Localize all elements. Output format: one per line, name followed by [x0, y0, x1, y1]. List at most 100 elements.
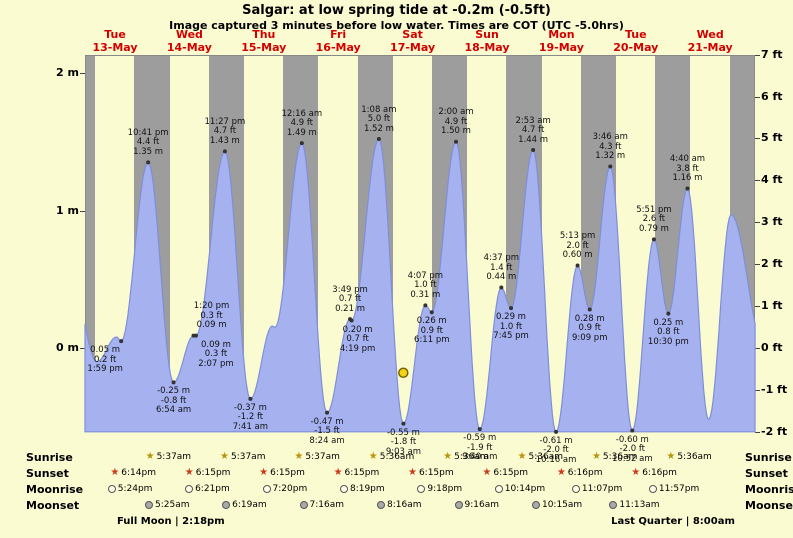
sunrise-time: 5:36am [602, 452, 638, 462]
y-axis-left-tick [80, 210, 85, 212]
tide-annotation-low: 0.28 m 0.9 ft 9:09 pm [572, 313, 608, 343]
y-axis-left-tick [80, 73, 85, 74]
moonset-circle-icon [454, 501, 463, 509]
tide-extreme-dot [423, 303, 428, 308]
sunrise-star-icon: ★ [666, 451, 676, 462]
tide-annotation-low: -0.61 m -2.0 ft 10:16 am [535, 435, 577, 465]
sunrise-marker: ★ 5:37am [146, 451, 191, 463]
y-axis-right-label: -2 ft [761, 424, 788, 438]
moonrise-time: 7:20pm [272, 484, 308, 494]
tide-annotation-high: 2:00 am 4.9 ft 1.50 m [438, 107, 474, 137]
night-band [506, 55, 542, 432]
sunrise-time: 5:37am [156, 452, 192, 462]
night-band [655, 55, 691, 432]
y-axis-right-tick [755, 180, 760, 182]
sunrise-time: 5:36am [379, 452, 415, 462]
y-axis-right-label: 3 ft [761, 215, 783, 229]
moonrise-circle-icon [571, 485, 580, 493]
moonset-circle-icon [222, 501, 231, 509]
sunset-marker: ★ 6:15pm [334, 467, 380, 479]
tide-annotation-high: 10:41 pm 4.4 ft 1.35 m [127, 127, 169, 157]
moonrise-circle-icon [262, 485, 271, 493]
moonset-circle-icon [299, 501, 308, 509]
moon-phase-note: Last Quarter | 8:00am [611, 516, 735, 527]
day-header: Sat 17-May [390, 28, 436, 54]
night-band [208, 55, 244, 432]
moonrise-time: 8:19pm [349, 484, 385, 494]
moonrise-time: 9:18pm [427, 484, 463, 494]
moonset-circle-icon [609, 501, 618, 509]
sunset-marker: ★ 6:15pm [259, 467, 305, 479]
moonrise-marker: 9:18pm [417, 483, 462, 495]
moonrise-time: 10:14pm [504, 484, 546, 494]
tide-annotation-low: 0.25 m 0.8 ft 10:30 pm [647, 317, 689, 347]
sunset-time: 6:16pm [642, 468, 677, 478]
tide-extreme-dot [477, 427, 482, 432]
y-axis-right-label: 2 ft [761, 257, 783, 271]
sunset-time: 6:15pm [270, 468, 305, 478]
moonset-marker: 6:19am [222, 499, 267, 511]
sunrise-time: 5:36am [528, 452, 564, 462]
tide-annotation-low: -0.59 m -1.9 ft 9:40 am [462, 433, 498, 463]
chart-title: Salgar: at low spring tide at -0.2m (-0.… [242, 3, 551, 18]
tide-annotation-low: -0.55 m -1.8 ft 9:03 am [385, 427, 422, 457]
y-axis-right-label: 0 ft [761, 341, 783, 354]
tide-annotation-high: 1:20 pm 0.3 ft 0.09 m [193, 301, 230, 331]
y-axis-left-label: 0 m [56, 341, 79, 354]
sunset-star-icon: ★ [556, 467, 566, 478]
moonset-marker: 7:16am [299, 499, 344, 511]
moonrise-marker: 10:14pm [494, 483, 546, 495]
tide-annotation-high: 4:40 am 3.8 ft 1.16 m [669, 154, 706, 183]
moonrise-circle-icon [339, 485, 348, 493]
day-header: Fri 16-May [315, 28, 361, 54]
tide-annotation-low: -0.25 m -0.8 ft 6:54 am [155, 386, 192, 416]
y-axis-right-tick [755, 54, 760, 56]
tide-extreme-dot [348, 317, 353, 322]
moonrise-circle-icon [185, 485, 194, 493]
sunset-star-icon: ★ [110, 467, 120, 478]
y-axis-left-label: 2 m [56, 66, 79, 79]
tide-extreme-dot [575, 263, 580, 268]
astro-row-label-right-sunset: Sunset [745, 467, 788, 480]
sunset-star-icon: ★ [482, 467, 492, 478]
tide-annotation-low: 0.09 m 0.3 ft 2:07 pm [198, 339, 234, 369]
moonset-time: 10:15am [541, 500, 583, 510]
y-axis-right-tick [755, 264, 760, 266]
tide-annotation-low: -0.60 m -2.0 ft 10:52 am [611, 434, 653, 464]
sunset-time: 6:14pm [121, 468, 156, 478]
chart-subtitle: Image captured 3 minutes before low wate… [169, 19, 624, 32]
moonset-marker: 9:16am [454, 499, 499, 511]
tide-annotation-high: 1:08 am 5.0 ft 1.52 m [361, 104, 397, 134]
tide-extreme-dot [248, 396, 253, 401]
sunset-time: 6:15pm [344, 468, 380, 478]
y-axis-right-label: 1 ft [761, 299, 783, 313]
tide-extreme-dot [191, 333, 196, 338]
tide-annotation-low: 0.05 m 0.2 ft 1:59 pm [87, 345, 123, 375]
moonrise-time: 11:57pm [658, 484, 700, 494]
y-axis-right-label: -1 ft [761, 382, 788, 396]
night-band [134, 55, 170, 432]
moonrise-marker: 5:24pm [107, 483, 152, 495]
sunrise-star-icon: ★ [368, 451, 378, 462]
moonrise-marker: 11:57pm [648, 483, 700, 495]
y-axis-left-tick [80, 348, 85, 349]
sunrise-marker: ★ 5:36am [666, 451, 711, 463]
moonset-time: 8:16am [387, 500, 422, 510]
tide-extreme-dot [193, 333, 198, 338]
moonrise-time: 11:07pm [581, 484, 623, 494]
moonrise-circle-icon [417, 485, 426, 493]
tide-extreme-dot [630, 428, 635, 433]
day-header: Thu 15-May [241, 28, 287, 54]
y-axis-right-tick [755, 138, 760, 140]
moonset-time: 11:13am [619, 500, 660, 510]
y-axis-right-tick [755, 96, 760, 98]
tide-annotation-low: -0.37 m -1.2 ft 7:41 am [232, 402, 269, 432]
sunset-time: 6:15pm [418, 468, 454, 478]
moonrise-marker: 6:21pm [185, 483, 230, 495]
moonset-marker: 5:25am [144, 499, 189, 511]
tide-annotation-high: 4:07 pm 1.0 ft 0.31 m [407, 270, 444, 300]
day-header: Tue 20-May [613, 28, 659, 54]
tide-annotation-high: 5:51 pm 2.6 ft 0.79 m [636, 204, 672, 234]
tide-extreme-dot [554, 429, 559, 434]
tide-extreme-dot [499, 285, 504, 290]
